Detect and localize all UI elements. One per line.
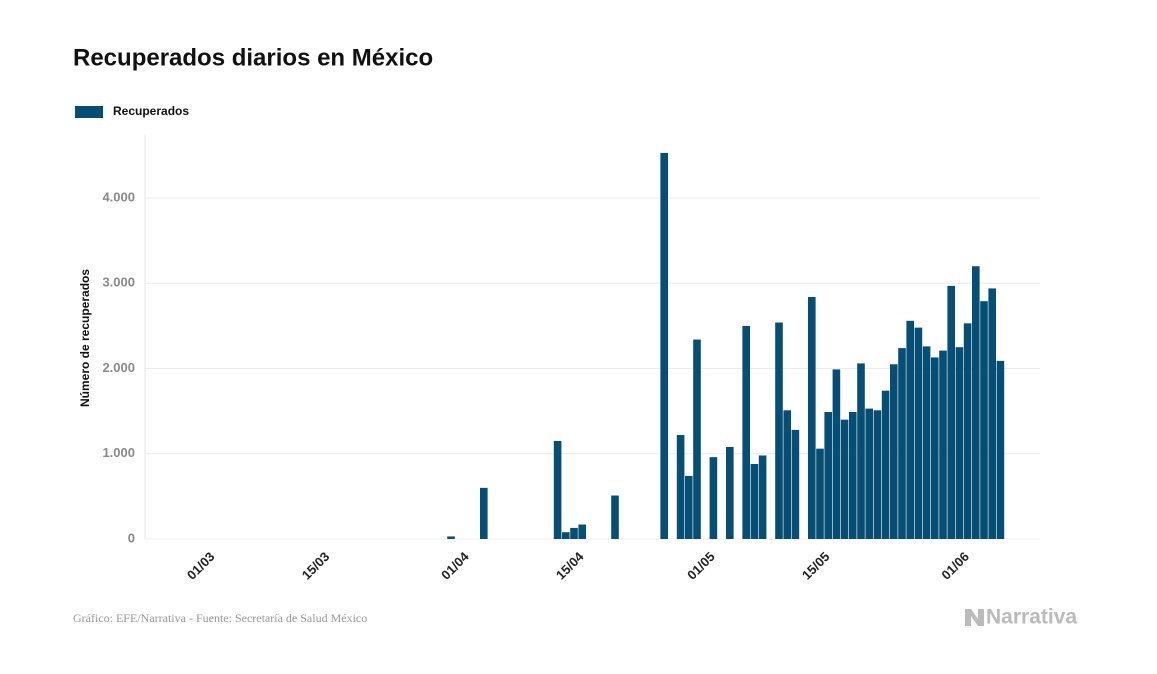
x-tick-label: 01/05: [684, 549, 718, 583]
bar: [922, 346, 931, 539]
bar: [865, 408, 873, 539]
bar: [832, 369, 841, 539]
bar: [709, 457, 718, 539]
x-tick-label: 15/04: [553, 548, 587, 582]
x-tick-label: 01/03: [184, 549, 218, 583]
legend-label: Recuperados: [113, 104, 189, 118]
bar: [939, 350, 947, 539]
bar: [840, 419, 849, 539]
bar: [676, 435, 685, 539]
y-tick-label: 1.000: [102, 445, 135, 460]
bar: [742, 325, 750, 539]
bar: [996, 360, 1005, 539]
y-tick-label: 4.000: [102, 190, 135, 205]
bar: [963, 323, 972, 539]
bar: [783, 410, 791, 539]
bar: [849, 412, 857, 539]
bar: [906, 320, 914, 539]
y-tick-label: 2.000: [102, 360, 135, 375]
bar: [808, 296, 816, 539]
x-tick-label: 15/05: [799, 549, 833, 583]
legend-swatch: [75, 106, 103, 118]
bar: [693, 339, 701, 539]
x-tick-label: 01/06: [938, 549, 972, 583]
bar: [685, 475, 693, 539]
bar: [816, 448, 824, 539]
y-tick-label: 0: [128, 530, 135, 545]
y-axis-label: Número de recuperados: [78, 269, 92, 407]
bar: [562, 532, 570, 539]
x-tick-label: 01/04: [438, 548, 472, 582]
bar: [955, 347, 964, 539]
bar: [988, 288, 996, 539]
bar: [824, 412, 832, 539]
bar: [611, 495, 619, 539]
bar: [791, 429, 800, 539]
logo-icon: [965, 609, 984, 626]
chart-title: Recuperados diarios en México: [73, 44, 433, 71]
bar: [914, 327, 923, 539]
y-tick-label: 3.000: [102, 275, 135, 290]
bar: [881, 390, 890, 539]
x-tick-label: 15/03: [299, 549, 333, 583]
bar: [931, 357, 939, 539]
bar: [898, 348, 906, 539]
bar: [857, 363, 865, 539]
bar: [726, 446, 734, 539]
bar: [750, 463, 759, 539]
bar: [480, 487, 488, 539]
bar: [775, 322, 783, 539]
bar: [758, 455, 767, 539]
bar: [553, 440, 562, 539]
bar: [447, 536, 455, 539]
bar: [947, 285, 955, 539]
bar: [570, 527, 578, 539]
bar: [890, 364, 898, 539]
bar: [660, 152, 668, 539]
bar: [873, 410, 882, 539]
bar: [972, 266, 980, 539]
bar: [578, 524, 586, 539]
bar: [980, 301, 988, 539]
source: Gráfico: EFE/Narrativa - Fuente: Secreta…: [73, 611, 367, 625]
logo: Narrativa: [986, 606, 1077, 629]
